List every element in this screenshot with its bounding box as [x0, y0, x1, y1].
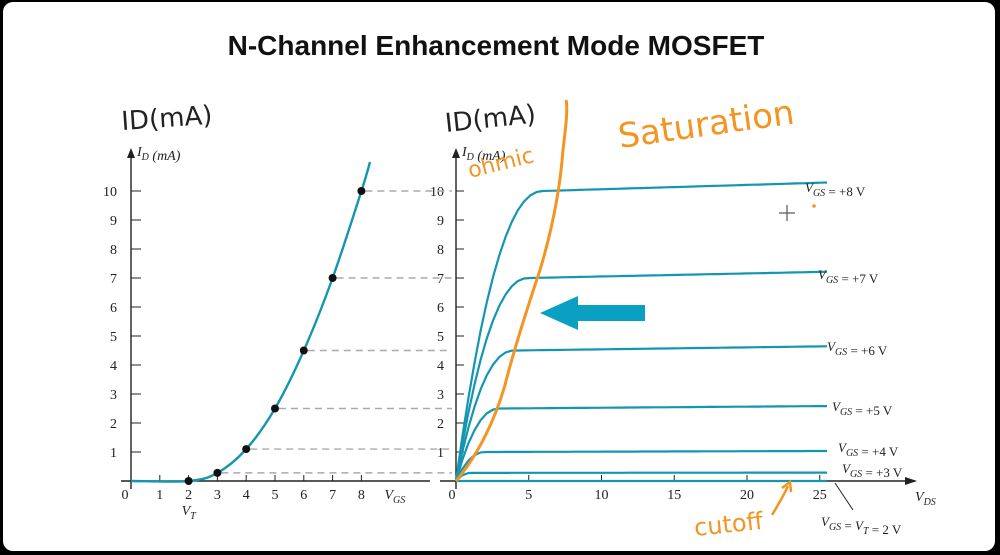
- right-y-arrowhead: [452, 148, 460, 158]
- cutoff-arrowhead: [781, 479, 793, 493]
- left-y-tick-label: 6: [110, 301, 117, 316]
- right-y-tick-label: 10: [430, 185, 444, 200]
- handwritten-id-left: ID(mA): [120, 101, 213, 137]
- series-label: VGS = +3 V: [842, 461, 903, 480]
- left-x-tick-label: 8: [358, 488, 365, 503]
- transfer-point: [357, 187, 366, 195]
- left-y-tick-label: 5: [110, 330, 117, 345]
- drain-curve: [454, 345, 828, 482]
- left-y-tick-label: 1: [110, 446, 117, 461]
- transfer-point: [242, 445, 251, 454]
- cutoff-annotation: cutoff: [693, 507, 765, 542]
- left-y-tick-label: 3: [110, 388, 117, 403]
- right-y-tick-label: 8: [437, 243, 444, 258]
- transfer-point: [271, 404, 279, 413]
- left-y-tick-label: 8: [110, 243, 117, 258]
- series-label: VGS = +8 V: [805, 180, 866, 199]
- orange-dot: [812, 204, 816, 208]
- right-y-tick-label: 7: [437, 272, 444, 287]
- vt-pointer-line: [834, 482, 854, 511]
- drain-curve: [455, 471, 827, 482]
- left-y-tick-label: 10: [103, 185, 117, 200]
- vt-label: VT: [182, 504, 198, 522]
- handwritten-id-right: ID(mA): [444, 100, 538, 139]
- left-y-tick-label: 9: [110, 214, 117, 229]
- transfer-point: [328, 274, 337, 282]
- cutoff-arrow: [770, 485, 790, 516]
- right-y-tick-label: 2: [437, 417, 444, 432]
- right-y-tick-label: 9: [437, 214, 444, 229]
- series-label: VGS = +7 V: [818, 267, 879, 286]
- right-x-tick-label: 0: [449, 488, 456, 503]
- right-y-tick-label: 5: [437, 330, 444, 345]
- transfer-point: [299, 346, 308, 355]
- left-x-axis-label: VGS: [384, 488, 405, 506]
- series-label: VGS = +4 V: [838, 440, 899, 459]
- right-x-tick-label: 5: [525, 488, 532, 503]
- left-y-axis-label: ID (mA): [136, 145, 181, 164]
- series-label: VGS = +6 V: [827, 339, 888, 358]
- left-x-tick-label: 1: [156, 488, 163, 503]
- right-y-tick-label: 6: [437, 301, 444, 316]
- left-y-tick-label: 2: [110, 417, 117, 432]
- left-pointing-arrow: [540, 296, 645, 330]
- drain-curve: [454, 181, 828, 482]
- right-x-arrowhead: [905, 477, 917, 485]
- left-y-tick-label: 7: [110, 272, 117, 287]
- page-title: N-Channel Enhancement Mode MOSFET: [227, 30, 765, 61]
- series-label: VGS = +5 V: [832, 399, 893, 418]
- right-y-axis-label: ID (mA): [461, 145, 506, 164]
- transfer-curve: [130, 161, 372, 483]
- right-x-tick-label: 20: [740, 488, 754, 503]
- right-x-axis-label: VDS: [915, 490, 936, 508]
- left-x-tick-label: 7: [329, 488, 336, 503]
- drain-curve: [454, 405, 827, 482]
- drain-curve: [454, 270, 828, 482]
- drain-curve: [455, 449, 827, 482]
- right-x-tick-label: 15: [667, 488, 681, 503]
- left-y-tick-label: 4: [110, 359, 117, 374]
- right-y-tick-label: 3: [437, 388, 444, 403]
- left-x-tick-label: 3: [214, 488, 221, 503]
- series-label: VGS = VT = 2 V: [821, 514, 902, 537]
- left-x-tick-label: 5: [272, 488, 279, 503]
- right-y-tick-label: 4: [437, 359, 444, 374]
- transfer-point: [184, 477, 193, 485]
- left-x-tick-label: 6: [300, 488, 307, 503]
- left-y-arrowhead: [127, 148, 135, 158]
- left-x-tick-label: 2: [185, 488, 192, 503]
- saturation-annotation: Saturation: [616, 93, 797, 157]
- left-x-tick-label: 4: [243, 488, 250, 503]
- right-x-tick-label: 10: [595, 488, 609, 503]
- transfer-point: [213, 468, 222, 477]
- right-y-tick-label: 1: [437, 446, 444, 461]
- right-x-tick-label: 25: [813, 488, 827, 503]
- left-x-tick-label: 0: [122, 488, 129, 503]
- slide-panel: [3, 2, 995, 551]
- ohmic-saturation-boundary: [454, 99, 569, 482]
